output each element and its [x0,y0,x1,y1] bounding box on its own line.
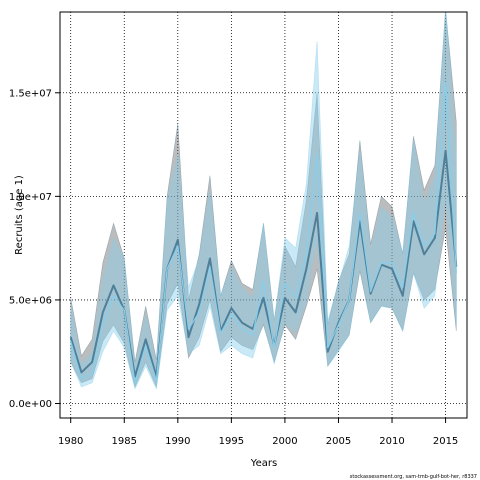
series-line-1 [69,149,458,378]
x-tick-label: 2015 [433,436,458,447]
x-axis: 1980 1985 1990 1995 2000 2005 2010 2015 [58,418,458,447]
footer-credit: stockassessment.org, sam-tmb-gulf-bot-he… [350,474,477,480]
plot-frame [59,11,468,419]
y-axis: 0.0e+00 5.0e+06 1.0e+07 1.5e+07 [9,88,60,410]
series-lines [69,81,458,384]
grid-lines [60,12,467,418]
confidence-bands [70,12,457,391]
x-tick-label: 1990 [165,436,190,447]
x-tick-label: 1985 [112,436,137,447]
x-tick-label: 2005 [326,436,351,447]
y-tick-label: 1.5e+07 [9,88,52,99]
series-line-2 [70,81,457,384]
x-tick-label: 2000 [272,436,297,447]
y-tick-label: 1.0e+07 [9,192,52,203]
y-tick-label: 0.0e+00 [9,399,52,410]
x-tick-label: 1995 [219,436,244,447]
y-axis-title: Recruits (age 1) [14,175,25,255]
x-tick-label: 1980 [58,436,83,447]
confidence-band-2 [70,12,457,391]
x-axis-title: Years [250,458,277,469]
y-tick-label: 5.0e+06 [9,295,52,306]
x-tick-label: 2010 [379,436,404,447]
